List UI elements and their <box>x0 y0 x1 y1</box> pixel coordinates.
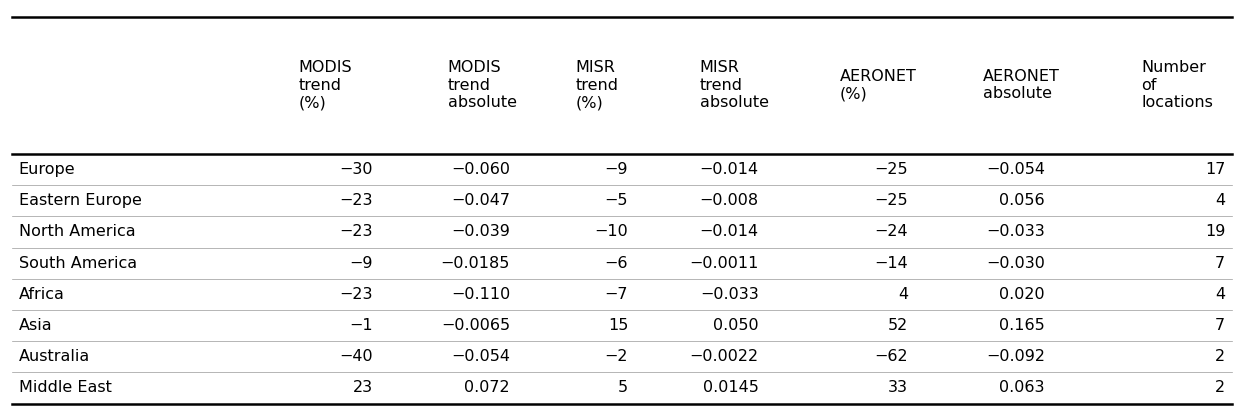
Text: MISR
trend
absolute: MISR trend absolute <box>699 60 769 110</box>
Text: −0.0011: −0.0011 <box>689 255 759 271</box>
Text: −23: −23 <box>340 224 373 240</box>
Text: −0.014: −0.014 <box>699 224 759 240</box>
Text: −0.008: −0.008 <box>699 193 759 208</box>
Text: −23: −23 <box>340 287 373 302</box>
Text: −0.0065: −0.0065 <box>440 318 510 333</box>
Text: MODIS
trend
(%): MODIS trend (%) <box>299 60 352 110</box>
Text: 52: 52 <box>888 318 908 333</box>
Text: 0.072: 0.072 <box>464 380 510 396</box>
Text: MODIS
trend
absolute: MODIS trend absolute <box>448 60 516 110</box>
Text: Africa: Africa <box>19 287 65 302</box>
Text: −0.0185: −0.0185 <box>440 255 510 271</box>
Text: −25: −25 <box>875 162 908 177</box>
Text: −23: −23 <box>340 193 373 208</box>
Text: North America: North America <box>19 224 136 240</box>
Text: −10: −10 <box>595 224 628 240</box>
Text: −0.039: −0.039 <box>452 224 510 240</box>
Text: −25: −25 <box>875 193 908 208</box>
Text: −0.014: −0.014 <box>699 162 759 177</box>
Text: 0.056: 0.056 <box>999 193 1045 208</box>
Text: −40: −40 <box>340 349 373 364</box>
Text: −0.033: −0.033 <box>986 224 1045 240</box>
Text: −5: −5 <box>605 193 628 208</box>
Text: −9: −9 <box>605 162 628 177</box>
Text: −2: −2 <box>605 349 628 364</box>
Text: −14: −14 <box>875 255 908 271</box>
Text: −0.0022: −0.0022 <box>689 349 759 364</box>
Text: −0.047: −0.047 <box>452 193 510 208</box>
Text: 2: 2 <box>1215 349 1225 364</box>
Text: South America: South America <box>19 255 137 271</box>
Text: 7: 7 <box>1215 318 1225 333</box>
Text: Europe: Europe <box>19 162 76 177</box>
Text: −0.110: −0.110 <box>450 287 510 302</box>
Text: −30: −30 <box>340 162 373 177</box>
Text: −6: −6 <box>605 255 628 271</box>
Text: 23: 23 <box>353 380 373 396</box>
Text: 0.063: 0.063 <box>999 380 1045 396</box>
Text: Asia: Asia <box>19 318 52 333</box>
Text: 2: 2 <box>1215 380 1225 396</box>
Text: −1: −1 <box>350 318 373 333</box>
Text: 4: 4 <box>1215 287 1225 302</box>
Text: 33: 33 <box>888 380 908 396</box>
Text: 17: 17 <box>1205 162 1225 177</box>
Text: 0.0145: 0.0145 <box>703 380 759 396</box>
Text: Eastern Europe: Eastern Europe <box>19 193 142 208</box>
Text: 19: 19 <box>1205 224 1225 240</box>
Text: 15: 15 <box>608 318 628 333</box>
Text: MISR
trend
(%): MISR trend (%) <box>575 60 618 110</box>
Text: −0.054: −0.054 <box>986 162 1045 177</box>
Text: 5: 5 <box>618 380 628 396</box>
Text: −0.060: −0.060 <box>452 162 510 177</box>
Text: −0.033: −0.033 <box>700 287 759 302</box>
Text: −0.054: −0.054 <box>452 349 510 364</box>
Text: −0.092: −0.092 <box>986 349 1045 364</box>
Text: 0.020: 0.020 <box>999 287 1045 302</box>
Text: 4: 4 <box>898 287 908 302</box>
Text: Australia: Australia <box>19 349 90 364</box>
Text: AERONET
absolute: AERONET absolute <box>983 69 1060 102</box>
Text: Number
of
locations: Number of locations <box>1141 60 1213 110</box>
Text: −9: −9 <box>350 255 373 271</box>
Text: −7: −7 <box>605 287 628 302</box>
Text: Middle East: Middle East <box>19 380 112 396</box>
Text: AERONET
(%): AERONET (%) <box>840 69 917 102</box>
Text: 7: 7 <box>1215 255 1225 271</box>
Text: −62: −62 <box>875 349 908 364</box>
Text: 0.165: 0.165 <box>999 318 1045 333</box>
Text: 4: 4 <box>1215 193 1225 208</box>
Text: 0.050: 0.050 <box>713 318 759 333</box>
Text: −24: −24 <box>875 224 908 240</box>
Text: −0.030: −0.030 <box>986 255 1045 271</box>
